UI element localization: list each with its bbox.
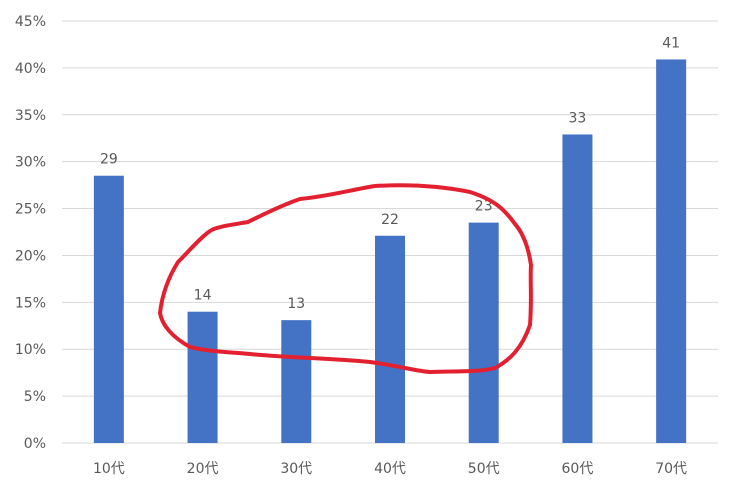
bar-20代: [187, 311, 218, 443]
data-label: 23: [475, 199, 493, 215]
y-axis-tick-labels: 0% 5% 10% 15% 20% 25% 30% 35% 40% 45%: [15, 14, 46, 452]
data-label: 22: [381, 212, 399, 228]
x-tick-label: 40代: [374, 461, 406, 477]
bar-10代: [93, 175, 124, 443]
red-circle-annotation: [158, 183, 533, 374]
y-tick-label: 0%: [24, 436, 46, 452]
y-tick-label: 20%: [15, 248, 46, 264]
y-tick-label: 40%: [15, 61, 46, 77]
x-tick-label: 60代: [562, 461, 594, 477]
data-label: 41: [662, 35, 680, 51]
y-tick-label: 30%: [15, 155, 46, 171]
bars: [93, 59, 687, 444]
y-tick-label: 10%: [15, 342, 46, 358]
data-labels: 29 14 13 22 23 33 41: [100, 35, 680, 312]
x-tick-label: 70代: [655, 461, 687, 477]
x-axis-tick-labels: 10代 20代 30代 40代 50代 60代 70代: [93, 461, 687, 477]
x-tick-label: 10代: [93, 461, 125, 477]
bar-30代: [281, 320, 312, 443]
x-tick-label: 50代: [468, 461, 500, 477]
y-tick-label: 45%: [15, 14, 46, 30]
bar-40代: [375, 235, 405, 443]
x-tick-label: 20代: [187, 461, 219, 477]
bar-60代: [562, 134, 593, 443]
bar-50代: [468, 222, 499, 443]
data-label: 33: [569, 110, 587, 126]
data-label: 14: [194, 288, 212, 304]
bar-70代: [656, 59, 687, 444]
x-tick-label: 30代: [280, 461, 312, 477]
data-label: 29: [100, 152, 118, 168]
y-tick-label: 25%: [15, 202, 46, 218]
y-tick-label: 35%: [15, 108, 46, 124]
y-tick-label: 15%: [15, 295, 46, 311]
y-tick-label: 5%: [24, 389, 46, 405]
data-label: 13: [287, 296, 305, 312]
